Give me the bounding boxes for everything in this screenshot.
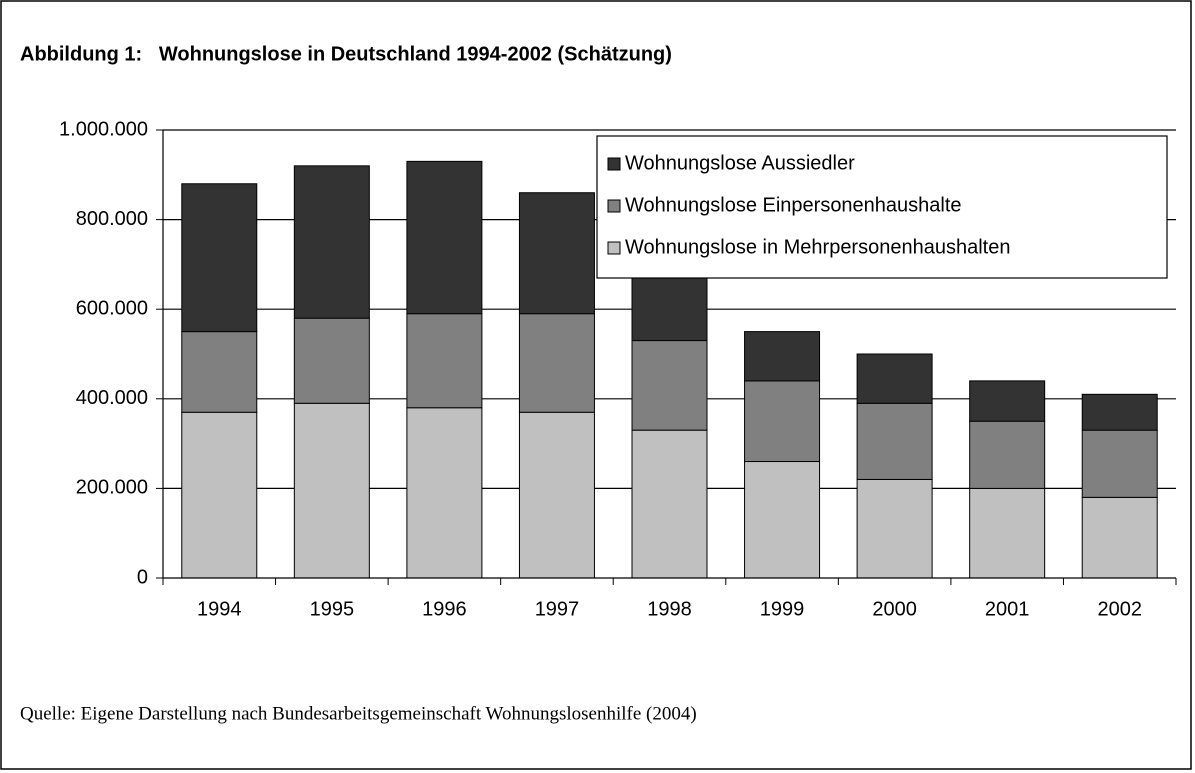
bar-segment	[969, 487, 1046, 579]
bar-segment	[969, 420, 1046, 489]
y-tick-label: 1.000.000	[59, 118, 148, 140]
bar-segment	[744, 331, 821, 382]
bar-segment	[1081, 429, 1158, 498]
bar-segment	[181, 411, 258, 579]
bar-segment	[856, 402, 933, 480]
legend-swatch	[607, 157, 621, 171]
y-tick-label: 400.000	[76, 387, 148, 409]
bar-segment	[856, 353, 933, 404]
bar-segment	[181, 183, 258, 333]
bar-segment	[293, 317, 370, 404]
legend-label: Wohnungslose Einpersonenhaushalte	[625, 194, 962, 216]
bar-segment	[293, 165, 370, 319]
y-tick-label: 0	[137, 566, 148, 588]
x-tick-label: 1997	[535, 598, 580, 620]
bar-segment	[856, 478, 933, 579]
x-tick-label: 1998	[647, 598, 692, 620]
x-tick-label: 2001	[985, 598, 1030, 620]
x-tick-label: 1996	[422, 598, 467, 620]
y-tick-label: 200.000	[76, 477, 148, 499]
bar-segment	[744, 461, 821, 579]
bar-segment	[631, 429, 708, 579]
x-tick-label: 1995	[310, 598, 355, 620]
legend-label: Wohnungslose Aussiedler	[625, 152, 855, 174]
bar-segment	[518, 313, 595, 413]
x-tick-label: 1994	[197, 598, 242, 620]
source: Quelle: Eigene Darstellung nach Bundesar…	[20, 703, 697, 724]
y-tick-label: 600.000	[76, 297, 148, 319]
legend-label: Wohnungslose in Mehrpersonenhaushalten	[625, 236, 1010, 258]
bar-segment	[1081, 393, 1158, 431]
bar-segment	[1081, 496, 1158, 579]
bar-segment	[518, 192, 595, 315]
chart-title: Abbildung 1: Wohnungslose in Deutschland…	[20, 43, 672, 65]
bar-segment	[631, 272, 708, 342]
bar-segment	[744, 380, 821, 463]
x-tick-label: 2002	[1097, 598, 1142, 620]
bar-segment	[518, 411, 595, 579]
x-tick-label: 2000	[872, 598, 917, 620]
legend-swatch	[607, 199, 621, 213]
y-tick-label: 800.000	[76, 208, 148, 230]
bar-segment	[406, 313, 483, 409]
bar-segment	[293, 402, 370, 579]
x-tick-label: 1999	[760, 598, 805, 620]
legend-swatch	[607, 241, 621, 255]
bar-segment	[969, 380, 1046, 422]
bar-segment	[631, 340, 708, 431]
legend-box	[596, 135, 1168, 279]
bar-segment	[181, 331, 258, 413]
bar-segment	[406, 407, 483, 579]
bar-segment	[406, 160, 483, 315]
